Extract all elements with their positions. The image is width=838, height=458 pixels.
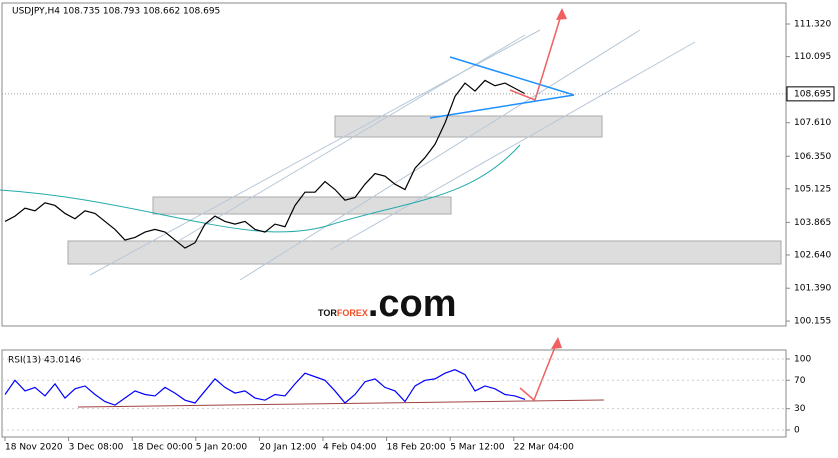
y-tick-label: 111.320 bbox=[794, 20, 831, 30]
arrow-head bbox=[556, 8, 567, 20]
watermark-suffix: .com bbox=[368, 283, 457, 325]
moving-average bbox=[0, 144, 521, 233]
watermark: TORFOREX.com bbox=[318, 283, 457, 325]
y-tick-label: 105.125 bbox=[794, 184, 831, 194]
x-tick-label: 18 Nov 2020 bbox=[5, 443, 63, 453]
rsi-arrow bbox=[519, 341, 558, 402]
price-line bbox=[4, 79, 526, 249]
x-tick-label: 20 Jan 12:00 bbox=[259, 443, 316, 453]
y-tick-label: 102.640 bbox=[794, 250, 831, 260]
y-tick-label: 106.350 bbox=[794, 152, 831, 162]
last-price-box bbox=[786, 86, 835, 102]
x-tick-label: 18 Feb 20:00 bbox=[387, 443, 446, 453]
y-tick-label: 107.610 bbox=[794, 118, 831, 128]
y-tick-label: 103.865 bbox=[794, 218, 831, 228]
triangle-line bbox=[429, 94, 575, 119]
chart-header: USDJPY,H4 108.735 108.793 108.662 108.69… bbox=[12, 7, 220, 17]
rsi-trendline bbox=[77, 399, 605, 408]
rsi-title: RSI(13) 43.0146 bbox=[8, 356, 81, 366]
zone bbox=[334, 115, 603, 138]
price-panel bbox=[1, 2, 787, 327]
y-tick-label: 110.095 bbox=[794, 52, 831, 62]
last-price-label: 108.695 bbox=[794, 89, 831, 99]
zone bbox=[67, 240, 782, 265]
price-line bbox=[4, 369, 526, 406]
y-tick-label: 101.390 bbox=[794, 284, 831, 294]
y-tick-label: 70 bbox=[794, 376, 806, 386]
zone bbox=[152, 196, 452, 215]
y-tick-label: 0 bbox=[794, 425, 800, 435]
arrow-head bbox=[551, 337, 562, 349]
trendline bbox=[239, 29, 641, 281]
annotations bbox=[0, 8, 782, 408]
x-tick-label: 4 Feb 04:00 bbox=[323, 443, 377, 453]
watermark-dark: TOR bbox=[318, 308, 337, 318]
x-tick-label: 5 Mar 12:00 bbox=[450, 443, 505, 453]
y-tick-label: 100 bbox=[794, 355, 811, 365]
y-tick-label: 30 bbox=[794, 404, 806, 414]
x-tick-label: 22 Mar 04:00 bbox=[514, 443, 574, 453]
trendline bbox=[179, 34, 526, 241]
triangle-line bbox=[449, 56, 575, 96]
y-tick-label: 100.155 bbox=[794, 317, 831, 327]
watermark-accent: FOREX bbox=[337, 308, 368, 318]
x-tick-label: 5 Jan 20:00 bbox=[196, 443, 248, 453]
forecast-arrow bbox=[509, 11, 563, 101]
rsi-panel bbox=[1, 349, 787, 438]
trendline bbox=[329, 41, 696, 251]
x-tick-label: 3 Dec 08:00 bbox=[69, 443, 124, 453]
x-tick-label: 18 Dec 00:00 bbox=[132, 443, 193, 453]
